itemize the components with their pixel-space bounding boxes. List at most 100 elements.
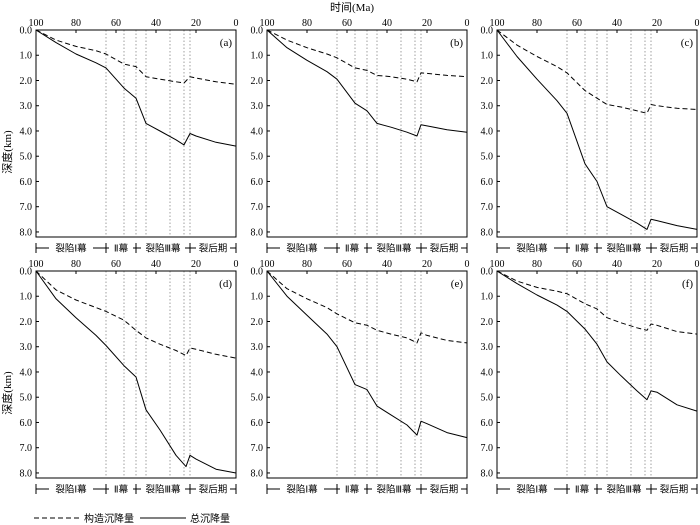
y-tick-label: 2.0 [20,317,33,328]
x-tick-label: 80 [302,18,312,29]
y-tick-label: 7.0 [20,443,33,454]
phase-label-bg [427,483,461,495]
x-tick-label: 80 [71,259,81,270]
plot-frame [35,29,237,238]
panel-c: 100 80 60 40 20 0 0.0 1.0 2.0 3.0 4.0 5.0 6.0 7.0 8.0 (… [481,18,700,255]
phase-label: Ⅱ幕 [575,484,590,496]
phase-label: 裂陷Ⅰ幕 [286,243,318,255]
y-tick-label: 3.0 [481,342,494,353]
phase-label: 裂后期 [199,243,228,255]
y-tick-label: 8.0 [20,468,33,479]
x-tick-label: 40 [151,18,161,29]
total-subsidence-line [266,270,468,439]
phase-label: 裂陷Ⅲ幕 [606,243,642,255]
y-tick-label: 3.0 [251,101,264,112]
phase-label-bg [510,242,554,254]
x-tick-label: 20 [191,18,201,29]
x-tick-label: 0 [465,259,470,270]
phase-label-bg [657,242,691,254]
y-tick-label: 7.0 [481,443,494,454]
tectonic-subsidence-line [35,270,237,359]
phase-label-bg [196,242,230,254]
phase-label-bg [280,483,324,495]
x-tick-label: 60 [342,259,352,270]
x-tick-label: 80 [532,259,542,270]
plot-frame [496,29,698,238]
y-tick-label: 2.0 [251,76,264,87]
x-tick-label: 100 [29,18,44,29]
y-tick-label: 6.0 [251,177,264,188]
plot-frame [266,270,468,479]
tectonic-subsidence-line [266,29,468,83]
phase-label: 裂后期 [660,243,689,255]
y-tick-label: 7.0 [481,202,494,213]
phase-label-bg [49,242,93,254]
y-tick-label: 8.0 [20,227,33,238]
panel-label: (e) [451,278,464,290]
phase-label-bg [340,242,364,254]
y-tick-label: 0.0 [251,267,264,278]
phase-label: 裂陷Ⅲ幕 [145,243,181,255]
y-axis-title-upper: 深度(km) [0,130,14,174]
x-tick-label: 40 [382,18,392,29]
phase-label-bg [372,483,416,495]
y-tick-label: 4.0 [481,126,494,137]
phase-label-bg [340,483,364,495]
x-tick-label: 0 [465,18,470,29]
phase-label: 裂后期 [430,484,459,496]
phase-label: Ⅱ幕 [575,243,590,255]
y-tick-label: 4.0 [251,367,264,378]
y-tick-label: 1.0 [20,292,33,303]
y-tick-label: 2.0 [251,317,264,328]
panel-d: 100 80 60 40 20 0 0.0 1.0 2.0 3.0 4.0 5.0 6.0 7.0 8.0 (… [20,259,239,496]
x-tick-label: 0 [695,18,700,29]
phase-label-bg [427,242,461,254]
phase-label: Ⅱ幕 [345,484,360,496]
y-tick-label: 6.0 [481,418,494,429]
phase-label: 裂陷Ⅰ幕 [55,484,87,496]
x-tick-label: 40 [612,18,622,29]
y-tick-label: 6.0 [20,418,33,429]
panel-label: (b) [450,37,463,49]
phase-label-bg [372,242,416,254]
x-tick-label: 0 [234,18,239,29]
x-tick-label: 20 [652,259,662,270]
x-tick-label: 60 [342,18,352,29]
y-tick-label: 5.0 [251,152,264,163]
phase-label: Ⅱ幕 [345,243,360,255]
y-tick-label: 6.0 [481,177,494,188]
x-tick-label: 20 [191,259,201,270]
x-tick-label: 0 [234,259,239,270]
y-axis-title-lower: 深度(km) [0,371,14,415]
y-tick-label: 3.0 [20,342,33,353]
legend: 构造沉降量 总沉降量 [34,512,230,525]
x-axis-title-top: 时间(Ma) [330,1,374,14]
x-tick-label: 100 [29,259,44,270]
y-tick-label: 4.0 [20,126,33,137]
phase-label-bg [570,242,594,254]
panel-f: 100 80 60 40 20 0 0.0 1.0 2.0 3.0 4.0 5.0 6.0 7.0 8.0 (… [481,259,700,496]
y-tick-label: 2.0 [481,76,494,87]
y-tick-label: 0.0 [251,26,264,37]
y-tick-label: 3.0 [20,101,33,112]
y-tick-label: 8.0 [251,227,264,238]
y-tick-label: 0.0 [20,26,33,37]
x-tick-label: 100 [490,259,505,270]
y-tick-label: 8.0 [481,227,494,238]
x-tick-label: 20 [422,259,432,270]
legend-label-total-subsidence: 总沉降量 [190,512,230,525]
panel-label: (f) [682,278,693,290]
phase-label-bg [109,242,133,254]
tectonic-subsidence-line [496,270,698,335]
y-tick-label: 5.0 [20,393,33,404]
y-tick-label: 2.0 [481,317,494,328]
y-tick-label: 3.0 [481,101,494,112]
phase-label-bg [280,242,324,254]
phase-label-bg [109,483,133,495]
y-tick-label: 5.0 [481,152,494,163]
total-subsidence-line [35,29,237,147]
phase-label: Ⅱ幕 [114,243,129,255]
panel-e: 100 80 60 40 20 0 0.0 1.0 2.0 3.0 4.0 5.0 6.0 7.0 8.0 (… [251,259,470,496]
panel-a: 100 80 60 40 20 0 0.0 1.0 2.0 3.0 4.0 5.0 6.0 7.0 8.0 (… [20,18,239,255]
